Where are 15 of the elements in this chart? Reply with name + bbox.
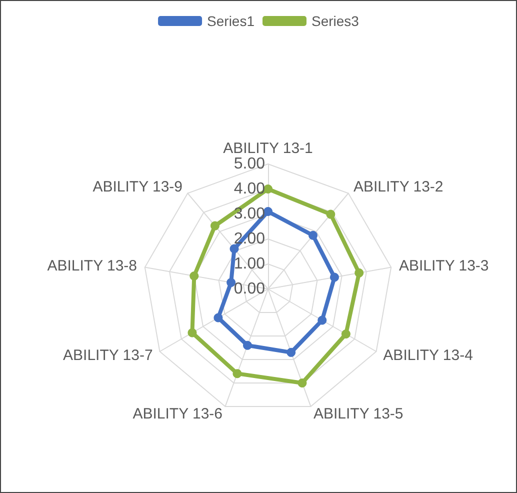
spoke-label: ABILITY 13-6 <box>132 405 223 422</box>
spoke-label: ABILITY 13-9 <box>92 178 183 196</box>
spoke-label: ABILITY 13-4 <box>383 347 473 364</box>
y-tick-label: 4.00 <box>234 180 266 198</box>
y-tick-label: 1.00 <box>234 256 266 272</box>
spoke-label: ABILITY 13-1 <box>223 140 313 157</box>
spoke-label: ABILITY 13-7 <box>63 347 153 364</box>
legend-label: Series1 <box>207 13 255 29</box>
spoke-label: ABILITY 13-8 <box>47 257 138 274</box>
spoke-label: ABILITY 13-3 <box>398 257 489 274</box>
spoke-label: ABILITY 13-2 <box>353 178 444 196</box>
y-tick-label: 0.00 <box>234 280 266 298</box>
y-tick-label: 5.00 <box>234 156 266 172</box>
spoke-label: ABILITY 13-5 <box>313 405 404 422</box>
legend-label: Series3 <box>312 13 360 29</box>
